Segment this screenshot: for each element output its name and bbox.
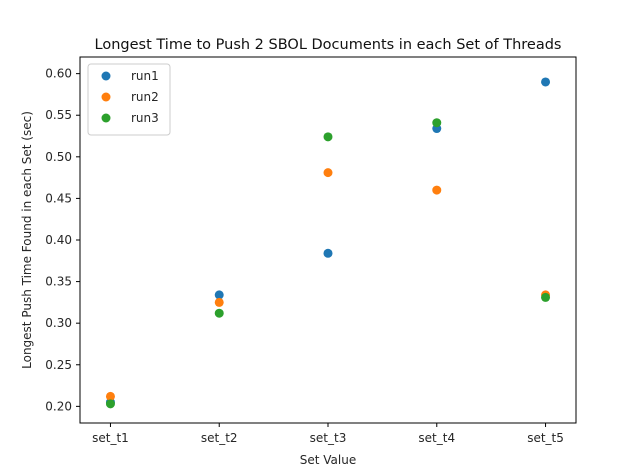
legend-marker-run1 bbox=[101, 71, 111, 81]
y-tick-label: 0.45 bbox=[45, 191, 72, 205]
legend: run1 run2 run3 bbox=[87, 63, 171, 136]
data-point-run2 bbox=[214, 297, 224, 307]
legend-marker-run3 bbox=[101, 113, 111, 123]
legend-marker-run2 bbox=[101, 92, 111, 102]
legend-label: run1 bbox=[131, 69, 159, 83]
x-tick-label: set_t4 bbox=[418, 431, 455, 445]
x-tick-label: set_t1 bbox=[92, 431, 129, 445]
legend-label: run2 bbox=[131, 90, 159, 104]
x-tick-label: set_t3 bbox=[310, 431, 347, 445]
y-tick-label: 0.55 bbox=[45, 108, 72, 122]
data-point-run2 bbox=[432, 185, 442, 195]
data-point-run3 bbox=[541, 292, 551, 302]
y-tick-label: 0.35 bbox=[45, 275, 72, 289]
y-tick-label: 0.60 bbox=[45, 67, 72, 81]
y-tick-label: 0.50 bbox=[45, 150, 72, 164]
data-point-run3 bbox=[214, 308, 224, 318]
data-point-run3 bbox=[323, 132, 333, 142]
data-point-run2 bbox=[323, 168, 333, 178]
data-point-run3 bbox=[432, 118, 442, 128]
data-point-run1 bbox=[541, 77, 551, 87]
data-point-run3 bbox=[105, 399, 115, 409]
legend-label: run3 bbox=[131, 111, 159, 125]
y-tick-label: 0.25 bbox=[45, 358, 72, 372]
x-axis-label: Set Value bbox=[300, 453, 356, 467]
y-tick-label: 0.30 bbox=[45, 316, 72, 330]
x-tick-label: set_t2 bbox=[201, 431, 238, 445]
y-tick-label: 0.40 bbox=[45, 233, 72, 247]
data-point-run1 bbox=[214, 290, 224, 300]
y-axis-label: Longest Push Time Found in each Set (sec… bbox=[20, 111, 34, 369]
y-tick-label: 0.20 bbox=[45, 399, 72, 413]
x-tick-label: set_t5 bbox=[527, 431, 564, 445]
data-point-run1 bbox=[323, 248, 333, 258]
chart-title: Longest Time to Push 2 SBOL Documents in… bbox=[95, 37, 562, 53]
data-point-run2 bbox=[105, 391, 115, 401]
